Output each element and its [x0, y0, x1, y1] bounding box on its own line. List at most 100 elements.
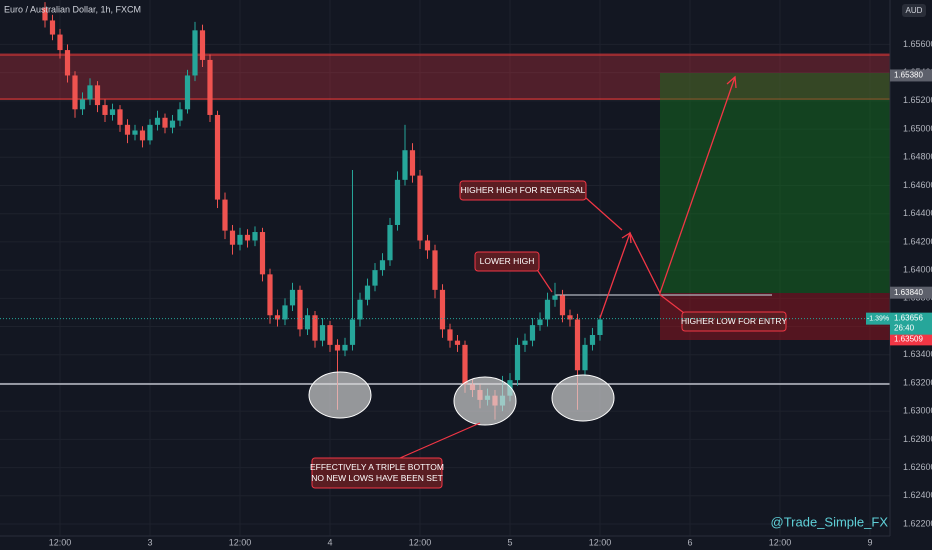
candle-body [79, 99, 86, 110]
current-label: 1.63656 [894, 314, 923, 323]
candle-body [192, 30, 198, 76]
candle-body [529, 325, 536, 341]
candle-body [162, 117, 168, 128]
candle-body [297, 289, 303, 330]
annotation-arrow [585, 197, 623, 231]
y-tick-label: 1.63400 [903, 349, 932, 359]
candle-body [417, 175, 423, 241]
y-tick-label: 1.62600 [903, 462, 932, 472]
annotations: HIGHER HIGH FOR REVERSAL LOWER HIGH HIGHER… [310, 180, 787, 489]
price-tag [890, 69, 932, 82]
annotation-arrow [658, 293, 685, 314]
candle-body [334, 344, 341, 351]
candle-body [64, 50, 71, 76]
x-tick-label: 9 [867, 537, 872, 547]
grid [0, 0, 890, 536]
candle-body [312, 315, 318, 341]
candle-body [379, 260, 386, 271]
candle-body [304, 315, 311, 330]
y-tick-label: 1.62400 [903, 490, 932, 500]
y-tick-label: 1.62800 [903, 434, 932, 444]
candle-body [544, 299, 551, 320]
candle-body [274, 315, 281, 320]
annotation-text: NO NEW LOWS HAVE BEEN SET [311, 473, 443, 483]
candle-body [102, 105, 108, 115]
candle-body [214, 114, 221, 200]
countdown: 26:40 [894, 324, 915, 333]
candle-body [42, 7, 48, 21]
candle-body [589, 335, 596, 345]
candle-body [289, 289, 296, 306]
projection-path [599, 76, 736, 319]
candle-body [229, 230, 236, 245]
candle-body [72, 75, 78, 110]
candle-body [154, 117, 161, 125]
candle-body [259, 232, 266, 275]
currency-badge [902, 4, 926, 17]
highlight-ellipse [308, 371, 372, 419]
currency-label: AUD [906, 6, 923, 15]
current-tag [890, 312, 932, 335]
x-tick-label: 12:00 [229, 537, 252, 547]
candle-body [57, 34, 63, 51]
annotation-box [474, 251, 540, 272]
candle-body [402, 150, 408, 180]
candle-body [372, 270, 378, 286]
candle-body [439, 289, 446, 330]
price-tag-label: 1.63840 [894, 288, 923, 297]
candle-body [169, 120, 176, 128]
annotation-box [311, 457, 443, 489]
candle-body [424, 240, 431, 251]
candle-body [237, 234, 243, 245]
chart-title: Euro / Australian Dollar, 1h, FXCM [4, 4, 141, 14]
y-tick-label: 1.64600 [903, 180, 932, 190]
candle-body [559, 295, 566, 316]
annotation-text: HIGHER LOW FOR ENTRY [681, 316, 787, 326]
highlight-ellipse [453, 376, 517, 426]
price-tag [890, 286, 932, 299]
candle-body [342, 344, 348, 351]
candle-body [94, 85, 101, 106]
y-tick-label: 1.62200 [903, 518, 932, 528]
candle-body [244, 234, 251, 241]
candle-body [432, 250, 438, 290]
candle-body [177, 109, 183, 121]
candle-body [409, 150, 416, 176]
candle-body [462, 344, 468, 385]
annotation-text: HIGHER HIGH FOR REVERSAL [461, 185, 586, 195]
candle-body [49, 20, 56, 35]
candle-body [552, 295, 558, 300]
candle-body [364, 285, 371, 300]
annotation-text: EFFECTIVELY A TRIPLE BOTTOM [310, 462, 444, 472]
x-tick-label: 4 [327, 537, 332, 547]
x-tick-label: 12:00 [589, 537, 612, 547]
candle-body [87, 85, 93, 100]
target-zone [660, 73, 890, 293]
candle-body [207, 59, 213, 115]
candle-body [267, 274, 273, 316]
x-tick-label: 3 [147, 537, 152, 547]
candle-body [319, 325, 326, 341]
y-tick-label: 1.64000 [903, 264, 932, 274]
x-tick-label: 5 [507, 537, 512, 547]
y-tick-label: 1.63200 [903, 377, 932, 387]
arrow-head [621, 231, 632, 244]
candle-body [222, 199, 228, 231]
y-tick-label: 1.65600 [903, 39, 932, 49]
price-tag [890, 333, 932, 346]
candle-body [357, 299, 363, 320]
candle-body [124, 124, 131, 135]
candle-body [514, 344, 521, 381]
candle-body [394, 179, 401, 225]
annotation-arrow [535, 267, 553, 293]
annotation-text: LOWER HIGH [480, 256, 535, 266]
current-change: -1.39% [867, 315, 889, 322]
resistance-zone [0, 53, 890, 100]
candle-body [109, 109, 116, 115]
annotation-box [681, 311, 787, 332]
current-change-tag [866, 312, 890, 325]
candle-body [567, 315, 573, 320]
